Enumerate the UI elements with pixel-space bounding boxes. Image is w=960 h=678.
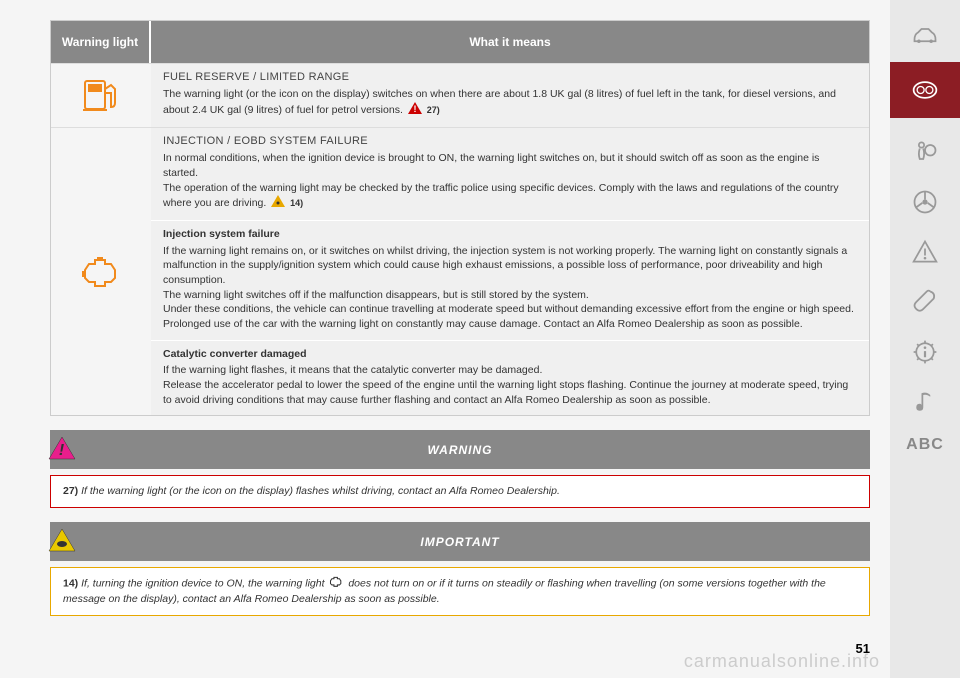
callout-text: If the warning light (or the icon on the… <box>81 485 560 497</box>
warning-callout-box: 27) If the warning light (or the icon on… <box>50 475 870 508</box>
engine-content: INJECTION / EOBD SYSTEM FAILURE In norma… <box>151 128 869 416</box>
wrench-icon[interactable] <box>909 286 941 318</box>
engine-warning-icon <box>81 256 121 288</box>
warning-header-text: WARNING <box>428 443 493 457</box>
abc-label[interactable]: ABC <box>906 436 944 454</box>
engine-inline-icon <box>329 576 343 592</box>
dashboard-icon[interactable] <box>890 62 960 118</box>
engine-icon-cell <box>51 128 151 416</box>
car-icon[interactable] <box>909 20 941 52</box>
fuel-reserve-icon <box>81 77 121 113</box>
callout-number: 14) <box>63 578 78 590</box>
warning-header-icon: ! <box>48 436 76 463</box>
table-header: Warning light What it means <box>51 21 869 63</box>
content-section: Injection system failure If the warning … <box>151 220 869 340</box>
content-section: Catalytic converter damaged If the warni… <box>151 340 869 416</box>
gear-info-icon[interactable] <box>909 336 941 368</box>
fuel-icon-cell <box>51 64 151 127</box>
main-content: Warning light What it means FUEL RESERVE <box>0 0 890 678</box>
section-title: INJECTION / EOBD SYSTEM FAILURE <box>163 134 857 149</box>
section-title-bold: Injection system failure <box>163 227 857 242</box>
yellow-triangle-icon <box>271 195 285 212</box>
table-row: INJECTION / EOBD SYSTEM FAILURE In norma… <box>51 127 869 416</box>
callout-number: 27) <box>63 485 78 497</box>
ref-number: 27) <box>427 105 440 115</box>
section-body: If the warning light remains on, or it s… <box>163 244 857 332</box>
section-title: FUEL RESERVE / LIMITED RANGE <box>163 70 857 85</box>
content-section: FUEL RESERVE / LIMITED RANGE The warning… <box>151 64 869 127</box>
watermark: carmanualsonline.info <box>684 651 880 672</box>
important-callout-box: 14) If, turning the ignition device to O… <box>50 567 870 615</box>
header-what-it-means: What it means <box>151 21 869 63</box>
callout-text-before: If, turning the ignition device to ON, t… <box>81 578 327 590</box>
airbag-icon[interactable] <box>909 136 941 168</box>
content-section: INJECTION / EOBD SYSTEM FAILURE In norma… <box>151 128 869 220</box>
section-body: The warning light (or the icon on the di… <box>163 88 836 116</box>
warning-light-table: Warning light What it means FUEL RESERVE <box>50 20 870 416</box>
steering-wheel-icon[interactable] <box>909 186 941 218</box>
fuel-content: FUEL RESERVE / LIMITED RANGE The warning… <box>151 64 869 127</box>
header-warning-light: Warning light <box>51 21 151 63</box>
important-header-text: IMPORTANT <box>420 535 499 549</box>
section-body: If the warning light flashes, it means t… <box>163 363 857 407</box>
sidebar-nav: ABC <box>890 0 960 678</box>
important-callout-header: IMPORTANT <box>50 522 870 561</box>
svg-text:!: ! <box>413 104 416 114</box>
section-body: In normal conditions, when the ignition … <box>163 152 839 209</box>
section-title-bold: Catalytic converter damaged <box>163 347 857 362</box>
important-header-icon <box>48 528 76 555</box>
ref-number: 14) <box>290 198 303 208</box>
svg-text:!: ! <box>59 442 65 459</box>
red-triangle-icon: ! <box>408 102 422 119</box>
music-note-icon[interactable] <box>909 386 941 418</box>
warning-triangle-icon[interactable] <box>909 236 941 268</box>
warning-callout-header: ! WARNING <box>50 430 870 469</box>
table-row: FUEL RESERVE / LIMITED RANGE The warning… <box>51 63 869 127</box>
